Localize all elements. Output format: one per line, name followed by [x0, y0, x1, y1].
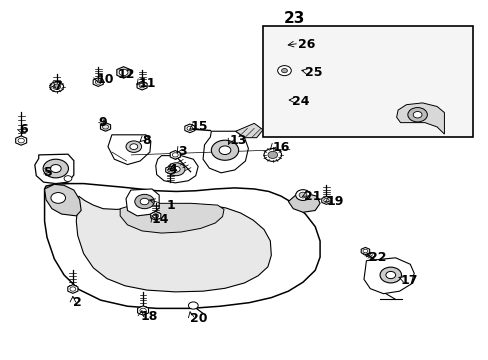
- Text: 9: 9: [98, 116, 106, 129]
- Circle shape: [172, 166, 180, 172]
- Circle shape: [277, 66, 291, 76]
- Polygon shape: [44, 184, 320, 309]
- Circle shape: [167, 163, 184, 176]
- Text: 4: 4: [168, 163, 177, 176]
- Polygon shape: [363, 258, 413, 294]
- Polygon shape: [235, 123, 263, 138]
- Circle shape: [172, 153, 178, 157]
- Polygon shape: [137, 306, 148, 315]
- Circle shape: [299, 192, 306, 198]
- Polygon shape: [321, 197, 330, 204]
- Polygon shape: [276, 67, 285, 74]
- Circle shape: [153, 214, 158, 218]
- Circle shape: [126, 141, 142, 152]
- Circle shape: [281, 68, 287, 73]
- Circle shape: [407, 108, 427, 122]
- Polygon shape: [120, 203, 224, 233]
- Circle shape: [95, 80, 101, 84]
- Circle shape: [362, 249, 367, 253]
- Polygon shape: [93, 78, 103, 86]
- Polygon shape: [276, 94, 285, 101]
- Circle shape: [412, 112, 421, 118]
- Polygon shape: [396, 103, 444, 134]
- Circle shape: [278, 45, 283, 49]
- Circle shape: [120, 69, 127, 75]
- Text: 3: 3: [178, 145, 187, 158]
- Text: 12: 12: [118, 68, 135, 81]
- Polygon shape: [156, 156, 198, 183]
- Circle shape: [53, 84, 61, 90]
- Text: 7: 7: [53, 80, 62, 93]
- Polygon shape: [276, 44, 285, 51]
- Circle shape: [64, 176, 72, 181]
- Polygon shape: [126, 189, 159, 216]
- Polygon shape: [203, 131, 248, 173]
- Circle shape: [102, 125, 108, 129]
- Circle shape: [264, 148, 281, 161]
- Circle shape: [278, 96, 283, 99]
- Text: 19: 19: [326, 195, 343, 208]
- Circle shape: [135, 194, 154, 209]
- Circle shape: [186, 126, 192, 131]
- Text: 20: 20: [189, 311, 207, 325]
- Text: 10: 10: [96, 73, 114, 86]
- Circle shape: [267, 151, 277, 158]
- Polygon shape: [150, 212, 161, 220]
- Text: 2: 2: [73, 296, 81, 309]
- Polygon shape: [44, 184, 81, 216]
- Circle shape: [43, 159, 68, 178]
- Text: 21: 21: [304, 190, 321, 203]
- Circle shape: [167, 168, 173, 172]
- Polygon shape: [288, 194, 320, 212]
- Text: 24: 24: [292, 95, 309, 108]
- Circle shape: [379, 267, 401, 283]
- Text: 17: 17: [400, 274, 417, 287]
- Polygon shape: [16, 136, 27, 145]
- Circle shape: [278, 69, 283, 72]
- Text: 16: 16: [272, 141, 289, 154]
- Text: 14: 14: [152, 213, 169, 226]
- Circle shape: [188, 302, 198, 309]
- Circle shape: [140, 308, 146, 313]
- Text: 6: 6: [19, 123, 28, 136]
- Circle shape: [70, 287, 76, 291]
- Circle shape: [219, 146, 230, 154]
- Polygon shape: [100, 123, 110, 131]
- Circle shape: [50, 82, 63, 92]
- Polygon shape: [165, 166, 175, 174]
- Polygon shape: [68, 285, 78, 293]
- Circle shape: [18, 138, 24, 143]
- Polygon shape: [76, 196, 271, 292]
- Circle shape: [211, 140, 238, 160]
- Text: 18: 18: [140, 310, 157, 324]
- Text: 22: 22: [368, 251, 386, 264]
- Polygon shape: [137, 81, 147, 90]
- Text: 26: 26: [298, 38, 315, 51]
- Text: 13: 13: [229, 134, 247, 147]
- Polygon shape: [170, 150, 180, 159]
- Text: 15: 15: [190, 120, 208, 133]
- Circle shape: [119, 69, 128, 76]
- Circle shape: [51, 193, 65, 203]
- Circle shape: [139, 84, 145, 88]
- Bar: [263, 26, 472, 137]
- Text: 25: 25: [305, 66, 322, 79]
- Text: 23: 23: [283, 11, 304, 26]
- Text: 11: 11: [139, 77, 156, 90]
- Circle shape: [50, 165, 61, 172]
- Circle shape: [323, 198, 328, 202]
- Text: 5: 5: [43, 166, 52, 179]
- Polygon shape: [108, 135, 151, 165]
- Polygon shape: [35, 154, 74, 184]
- Polygon shape: [117, 67, 130, 78]
- Text: 1: 1: [166, 199, 175, 212]
- Circle shape: [140, 198, 149, 205]
- Polygon shape: [361, 247, 369, 255]
- Text: 8: 8: [142, 134, 150, 147]
- Circle shape: [130, 144, 138, 149]
- Polygon shape: [184, 124, 195, 133]
- Circle shape: [295, 190, 310, 201]
- Circle shape: [385, 271, 395, 279]
